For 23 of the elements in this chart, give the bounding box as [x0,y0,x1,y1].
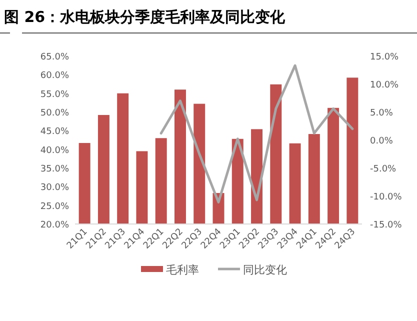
y2-tick-label: -5.0% [370,164,397,174]
y2-tick-label: 5.0% [370,108,394,118]
line-series [160,64,354,204]
y-tick-label: 35.0% [40,164,70,174]
chart-title: 图 26：水电板块分季度毛利率及同比变化 [4,8,286,26]
y2-tick-label: -10.0% [370,192,402,202]
y2-tick-label: -15.0% [370,220,402,230]
legend-label: 同比变化 [243,264,287,276]
y-tick-label: 20.0% [40,220,70,230]
y-tick-label: 65.0% [40,52,70,62]
y-tick-label: 60.0% [40,71,70,82]
y-tick-label: 45.0% [40,127,70,138]
y2-tick-label: 0.0% [370,136,394,146]
y-tick-label: 50.0% [40,108,70,118]
y-tick-label: 40.0% [40,146,70,156]
y-tick-label: 30.0% [40,183,70,194]
legend-label: 毛利率 [166,264,199,276]
y2-tick-label: 10.0% [370,80,400,90]
y2-tick-label: 15.0% [370,52,400,62]
y-tick-label: 55.0% [40,90,70,100]
legend-同比变化: 同比变化 [218,264,287,276]
legend-毛利率: 毛利率 [141,264,199,276]
y-tick-label: 25.0% [40,202,70,212]
